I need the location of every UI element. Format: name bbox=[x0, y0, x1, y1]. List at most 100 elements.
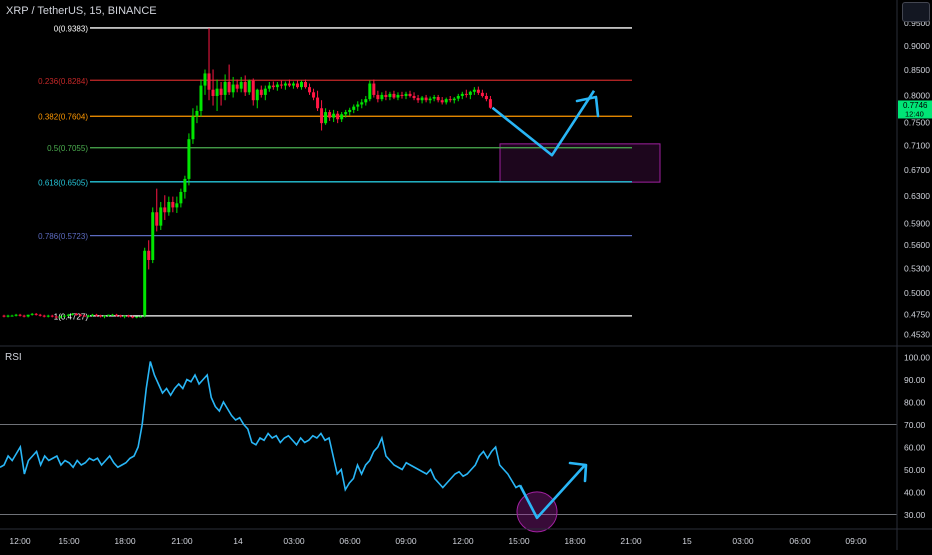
candle-body bbox=[416, 98, 420, 101]
fib-level-label: 0.5(0.7055) bbox=[47, 144, 88, 153]
candle bbox=[10, 314, 14, 317]
rsi-tick-label: 30.00 bbox=[904, 510, 926, 520]
candle bbox=[175, 196, 179, 213]
candle bbox=[464, 89, 468, 98]
candle-body bbox=[275, 84, 279, 88]
candle-body bbox=[2, 315, 6, 317]
candle bbox=[400, 91, 404, 99]
price-tick-label: 0.5000 bbox=[904, 288, 930, 298]
candle-body bbox=[187, 139, 191, 179]
rsi-tick-label: 50.00 bbox=[904, 465, 926, 475]
candle-body bbox=[90, 314, 94, 316]
candle-body bbox=[171, 201, 175, 208]
candle bbox=[143, 247, 147, 318]
price-tick-label: 0.4750 bbox=[904, 309, 930, 319]
candle bbox=[376, 90, 380, 103]
candle-body bbox=[452, 98, 456, 101]
candle-body bbox=[42, 315, 46, 317]
candle bbox=[211, 69, 215, 106]
candle bbox=[187, 133, 191, 186]
candle bbox=[283, 81, 287, 90]
candle bbox=[275, 81, 279, 91]
candle-body bbox=[376, 94, 380, 100]
candle-body bbox=[336, 113, 340, 120]
candle bbox=[436, 94, 440, 103]
candle bbox=[396, 92, 400, 101]
candle-body bbox=[396, 94, 400, 98]
candle-body bbox=[195, 110, 199, 117]
candle-body bbox=[235, 84, 239, 89]
candle bbox=[14, 313, 18, 317]
candle-body bbox=[468, 91, 472, 95]
candle-body bbox=[368, 83, 372, 100]
candle-body bbox=[6, 315, 10, 317]
candle bbox=[78, 313, 82, 317]
fib-level-label: 0.236(0.8284) bbox=[38, 77, 88, 86]
candle bbox=[119, 314, 123, 318]
candle bbox=[163, 195, 167, 220]
candle bbox=[215, 79, 219, 111]
candle bbox=[444, 97, 448, 105]
candle bbox=[251, 78, 255, 106]
candle bbox=[448, 95, 452, 103]
candle-body bbox=[412, 95, 416, 99]
candle bbox=[127, 314, 131, 318]
time-tick-label: 21:00 bbox=[620, 536, 642, 546]
rsi-line bbox=[0, 361, 521, 492]
last-price-badge bbox=[898, 100, 932, 119]
candle-body bbox=[324, 112, 328, 124]
candle bbox=[151, 207, 155, 264]
candle-body bbox=[476, 89, 480, 93]
candle-body bbox=[227, 81, 231, 93]
candle-body bbox=[239, 81, 243, 89]
candle-body bbox=[78, 314, 82, 316]
candle bbox=[392, 90, 396, 100]
candle bbox=[191, 108, 195, 144]
chart-settings-button[interactable] bbox=[902, 2, 930, 22]
candle bbox=[332, 109, 336, 123]
candle-body bbox=[271, 85, 275, 88]
candle bbox=[98, 314, 102, 318]
rsi-tick-label: 60.00 bbox=[904, 443, 926, 453]
candle-body bbox=[291, 83, 295, 86]
candle bbox=[42, 314, 46, 318]
target-zone-rect bbox=[499, 143, 661, 183]
candle bbox=[324, 108, 328, 125]
time-tick-label: 09:00 bbox=[845, 536, 867, 546]
candle-body bbox=[155, 212, 159, 226]
candle bbox=[356, 101, 360, 111]
price-tick-label: 0.5600 bbox=[904, 240, 930, 250]
candle bbox=[199, 79, 203, 117]
last-price-value: 0.7746 bbox=[903, 101, 928, 110]
candle-body bbox=[18, 314, 22, 316]
candle-body bbox=[50, 315, 54, 317]
candle-body bbox=[287, 83, 291, 86]
candle bbox=[94, 313, 98, 317]
time-tick-label: 06:00 bbox=[789, 536, 811, 546]
candle-body bbox=[66, 314, 70, 316]
candle bbox=[58, 315, 62, 319]
candle bbox=[456, 93, 460, 102]
candle-body bbox=[259, 89, 263, 95]
candle bbox=[259, 85, 263, 98]
candle-body bbox=[388, 93, 392, 98]
candle bbox=[348, 107, 352, 116]
candle-body bbox=[404, 93, 408, 96]
candle-body bbox=[10, 315, 14, 317]
rsi-tick-label: 90.00 bbox=[904, 375, 926, 385]
candle bbox=[424, 94, 428, 103]
candle bbox=[247, 79, 251, 95]
candle bbox=[404, 91, 408, 100]
candle bbox=[295, 80, 299, 89]
rsi-tick-label: 70.00 bbox=[904, 420, 926, 430]
candle bbox=[6, 314, 10, 318]
candle-body bbox=[364, 99, 368, 103]
candle-body bbox=[135, 316, 139, 318]
candle-body bbox=[400, 94, 404, 96]
candle bbox=[472, 87, 476, 95]
time-tick-label: 09:00 bbox=[395, 536, 417, 546]
candle bbox=[279, 80, 283, 89]
candle-body bbox=[247, 80, 251, 93]
